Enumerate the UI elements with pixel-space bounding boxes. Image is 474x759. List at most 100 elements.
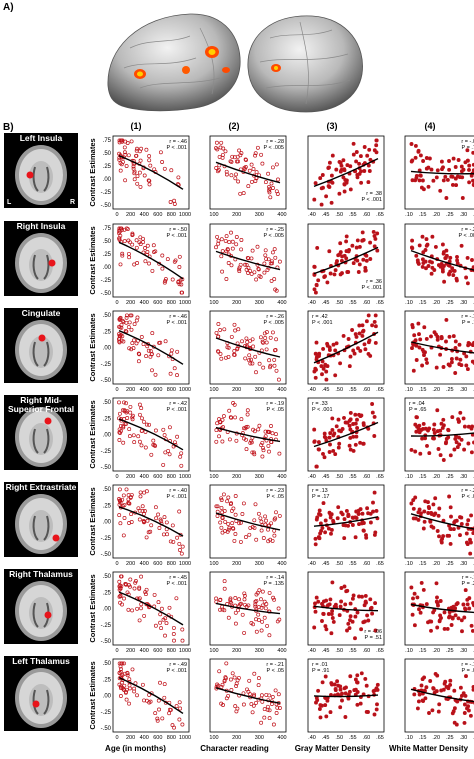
data-point [229,415,234,420]
data-point [312,369,317,374]
data-point [117,332,121,337]
data-point [234,235,239,239]
data-point [328,515,333,520]
data-point [256,511,261,516]
data-point [167,711,172,716]
data-point [120,334,125,339]
data-point [339,258,344,263]
x-tick-label: 400 [277,212,286,218]
data-point [246,603,251,608]
y-tick-label: .25 [103,252,112,258]
data-point [244,336,249,341]
data-point [327,510,332,515]
x-tick-label: 1000 [179,474,191,480]
data-point [118,423,123,428]
brain-3d-render [107,13,363,113]
data-point [411,368,416,373]
data-point [465,158,470,163]
data-point [254,277,259,282]
data-point [149,452,154,457]
data-point [128,495,133,500]
data-point [335,679,340,684]
data-point [424,156,429,160]
regression-line [410,170,474,175]
y-tick-label: .50 [103,661,112,667]
data-point [375,248,380,253]
data-point [364,535,369,540]
data-point [239,417,244,422]
data-point [461,416,466,421]
data-point [222,586,227,591]
data-point [180,722,185,727]
data-point [263,514,268,519]
data-point [330,616,335,620]
axial-slice-image [15,233,67,293]
data-point [321,612,326,616]
data-point [247,168,252,173]
correlation-r-value: r = -.45 [169,575,187,581]
data-point [131,433,136,438]
x-tick-label: 0 [115,648,118,654]
data-point [129,512,134,517]
panel-b-label: B) [3,122,14,133]
data-point [425,360,429,365]
plot-frame [112,658,190,733]
data-point [238,539,243,544]
y-tick-label: .75 [103,226,112,232]
data-point [417,178,422,183]
data-point [124,164,129,168]
data-point [156,698,161,703]
data-point [366,710,370,714]
data-point [265,267,270,272]
column-head-2: (2) [228,121,240,131]
correlation-r-value: r = -.14 [266,575,284,581]
data-point [433,244,438,249]
y-tick-label: .50 [103,487,112,493]
data-point [429,167,434,172]
correlation-r-value: r = -.50 [169,227,187,233]
data-point [214,166,219,170]
data-point [347,364,352,369]
regression-line [410,341,474,354]
x-tick-label: .60 [363,561,371,567]
y-tick-label: .25 [103,503,112,509]
data-point [167,452,172,457]
data-point [449,514,453,519]
data-point [313,542,318,547]
data-point [274,510,278,515]
data-point [128,313,133,318]
data-point [266,443,271,448]
data-point [264,330,269,335]
x-tick-label: 600 [153,212,162,218]
data-point [179,463,184,468]
x-tick-label: .25 [446,474,454,480]
data-point [274,711,279,715]
data-point [179,451,184,456]
data-point [429,512,434,516]
data-point [371,689,376,694]
data-point [239,247,244,252]
x-tick-label: 200 [126,300,135,306]
data-point [363,593,368,598]
x-tick-label: 600 [153,561,162,567]
x-tick-label: .55 [349,561,357,567]
scatter-plot-r7-c4: r = -.17P = .07.10.15.20.25.30.35 [404,658,474,741]
data-point [219,496,224,501]
x-tick-label: .40 [308,387,316,393]
data-point [143,592,148,597]
data-point [158,612,163,617]
data-point [121,493,126,498]
data-point [314,595,319,600]
data-point [453,345,458,350]
data-point [240,339,244,344]
data-point [331,448,336,453]
data-point [147,158,152,163]
data-point [339,586,344,590]
data-point [118,521,123,526]
data-point [337,191,342,196]
data-point [375,231,380,236]
data-point [126,493,131,498]
